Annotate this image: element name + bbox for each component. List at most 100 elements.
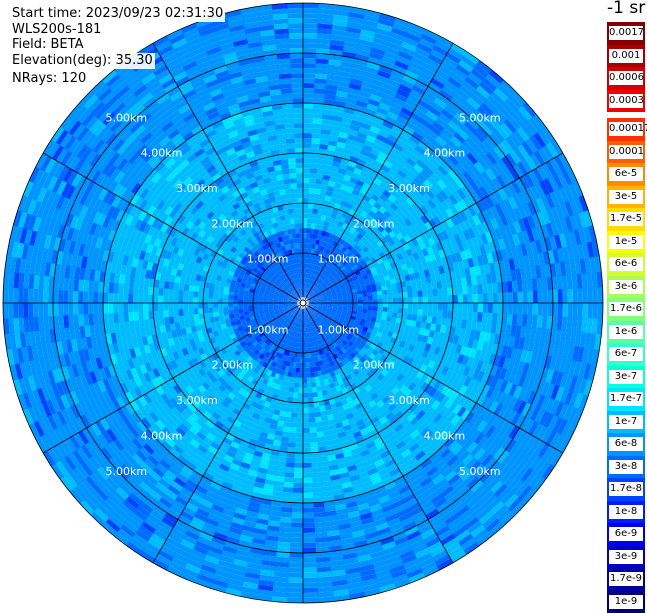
beta-cell: [563, 289, 568, 304]
beta-cell: [512, 281, 518, 293]
beta-cell: [303, 123, 313, 128]
beta-cell: [303, 408, 309, 413]
beta-cell: [303, 78, 316, 83]
beta-cell: [578, 288, 583, 304]
beta-cell: [305, 353, 308, 358]
beta-cell: [298, 388, 303, 393]
beta-cell: [473, 294, 478, 304]
beta-cell: [437, 288, 443, 296]
beta-cell: [303, 418, 310, 423]
beta-cell: [503, 303, 508, 315]
beta-cell: [313, 517, 326, 523]
beta-cell: [408, 303, 413, 309]
beta-cell: [287, 578, 303, 583]
beta-cell: [298, 383, 303, 388]
beta-cell: [303, 88, 315, 93]
beta-cell: [568, 303, 573, 318]
beta-cell: [308, 203, 314, 208]
beta-cell: [448, 295, 453, 303]
beta-cell: [288, 432, 296, 438]
beta-cell: [588, 288, 593, 304]
beta-cell: [482, 312, 488, 323]
beta-cell: [308, 397, 314, 402]
beta-cell: [303, 18, 319, 23]
beta-cell: [387, 289, 393, 295]
beta-cell: [438, 303, 443, 311]
beta-cell: [522, 315, 528, 328]
beta-cell: [295, 433, 303, 438]
beta-cell: [432, 310, 438, 318]
beta-cell: [442, 310, 448, 318]
beta-cell: [388, 303, 393, 308]
beta-cell: [303, 198, 309, 203]
beta-cell: [302, 558, 317, 563]
beta-cell: [508, 303, 513, 315]
beta-cell: [303, 53, 317, 58]
beta-cell: [291, 412, 298, 417]
beta-cell: [302, 513, 314, 518]
beta-cell: [558, 303, 563, 318]
beta-cell: [315, 422, 322, 428]
beta-cell: [303, 173, 310, 178]
beta-cell: [308, 402, 314, 407]
beta-cell: [281, 436, 289, 442]
beta-cell: [537, 278, 543, 292]
beta-cell: [293, 478, 303, 483]
beta-cell: [295, 443, 303, 448]
beta-cell: [302, 568, 317, 573]
beta-cell: [493, 303, 498, 314]
beta-cell: [417, 290, 422, 297]
beta-cell: [303, 98, 315, 103]
beta-cell: [311, 462, 321, 468]
beta-cell: [303, 178, 310, 183]
beta-cell: [302, 518, 314, 523]
beta-cell: [458, 303, 463, 312]
beta-cell: [288, 563, 303, 568]
beta-cell: [303, 208, 308, 213]
beta-cell: [302, 488, 313, 493]
beta-cell: [306, 363, 310, 368]
beta-cell: [302, 523, 315, 528]
beta-cell: [303, 213, 308, 218]
beta-cell: [288, 573, 303, 578]
beta-cell: [302, 543, 316, 548]
beta-cell: [308, 407, 314, 412]
beta-cell: [427, 289, 433, 297]
beta-cell: [393, 298, 398, 303]
beta-cell: [431, 317, 437, 325]
beta-cell: [303, 188, 309, 193]
beta-cell: [382, 290, 388, 295]
beta-cell: [533, 291, 538, 304]
beta-cell: [297, 398, 303, 403]
beta-cell: [297, 403, 303, 408]
beta-cell: [443, 295, 448, 303]
beta-cell: [298, 393, 303, 398]
beta-cell: [291, 518, 303, 523]
beta-cell: [312, 128, 322, 134]
beta-cell: [378, 295, 383, 300]
beta-cell: [303, 168, 311, 173]
beta-cell: [303, 248, 306, 253]
beta-cell: [373, 303, 378, 307]
beta-cell: [291, 508, 303, 513]
beta-cell: [289, 543, 303, 548]
beta-cell: [314, 537, 328, 543]
beta-cell: [513, 303, 518, 315]
beta-cell: [303, 113, 314, 118]
beta-cell: [310, 168, 318, 174]
beta-cell: [303, 43, 318, 48]
beta-cell: [467, 285, 473, 295]
beta-cell: [299, 363, 303, 368]
beta-cell: [517, 314, 523, 327]
beta-cell: [303, 218, 308, 223]
beta-cell: [293, 392, 299, 397]
beta-cell: [286, 598, 303, 603]
beta-cell: [408, 297, 413, 303]
beta-cell: [302, 548, 316, 553]
beta-cell: [578, 303, 583, 319]
beta-cell: [423, 303, 428, 310]
beta-cell: [433, 296, 438, 304]
beta-cell: [314, 412, 321, 418]
beta-cell: [297, 408, 303, 413]
beta-cell: [308, 412, 315, 417]
